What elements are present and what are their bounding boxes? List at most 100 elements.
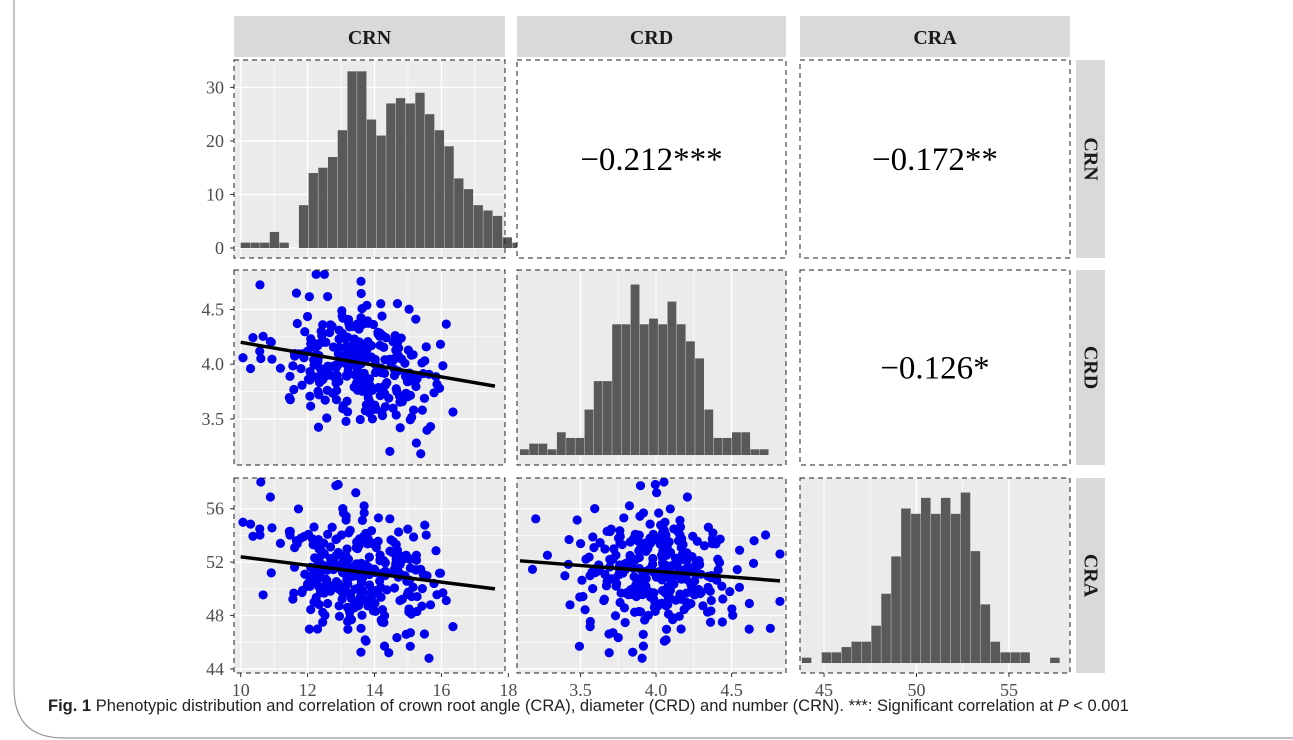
scatter-point xyxy=(267,354,277,364)
scatter-point xyxy=(370,586,380,596)
histogram-bar xyxy=(240,242,250,248)
caption-tail: < 0.001 xyxy=(1068,697,1129,715)
strip-top-crn xyxy=(234,16,505,57)
scatter-point xyxy=(304,292,314,302)
histogram-bar xyxy=(930,513,941,663)
scatter-point xyxy=(370,606,381,617)
scatter-point xyxy=(266,337,276,347)
figure-border xyxy=(13,0,1293,739)
scatter-point xyxy=(291,288,302,298)
scatter-point xyxy=(682,492,692,502)
scatter-point xyxy=(364,580,375,590)
histogram-bar xyxy=(357,71,367,249)
histogram-bar xyxy=(575,437,585,455)
scatter-point xyxy=(334,334,344,344)
scatter-point xyxy=(735,545,745,555)
scatter-point xyxy=(300,327,310,337)
x-tick-label: 55 xyxy=(1000,680,1018,700)
scatter-point xyxy=(258,331,268,341)
scatter-point xyxy=(421,530,431,540)
histogram-bar xyxy=(547,449,557,455)
histogram-bar xyxy=(269,231,280,248)
histogram-bar xyxy=(821,652,832,663)
scatter-point xyxy=(320,371,331,381)
histogram-bar xyxy=(759,449,769,455)
scatter-point xyxy=(314,390,324,400)
scatter-point xyxy=(665,504,675,514)
scatter-point xyxy=(650,479,660,490)
scatter-point xyxy=(386,535,396,545)
scatter-point xyxy=(371,543,381,553)
strip-right-crn xyxy=(1076,60,1105,258)
scatter-point xyxy=(438,361,448,371)
scatter-point xyxy=(396,551,406,562)
correlation-label: −0.212*** xyxy=(580,142,722,178)
scatter-point xyxy=(661,530,671,540)
scatter-point xyxy=(405,563,415,573)
scatter-point xyxy=(564,534,574,545)
scatter-point xyxy=(334,601,344,611)
scatter-point xyxy=(618,568,628,578)
scatter-point xyxy=(389,583,400,593)
panel-background xyxy=(800,270,1070,465)
strip-right-label-crn: CRN xyxy=(1080,137,1102,181)
scatter-point xyxy=(620,617,630,628)
scatter-point xyxy=(431,546,441,556)
scatter-point xyxy=(328,388,338,398)
scatter-point xyxy=(359,501,369,511)
scatter-point xyxy=(775,596,785,607)
scatter-point xyxy=(356,288,366,299)
scatter-point xyxy=(635,511,645,521)
scatter-point xyxy=(328,342,339,352)
scatter-point xyxy=(626,552,636,562)
scatter-point xyxy=(266,568,276,578)
histogram-bar xyxy=(1010,652,1020,663)
scatter-point xyxy=(363,534,373,544)
scatter-point xyxy=(351,488,361,498)
scatter-point xyxy=(448,622,458,632)
scatter-point xyxy=(323,361,333,371)
histogram-bar xyxy=(704,409,714,455)
scatter-point xyxy=(634,546,644,556)
scatter-point xyxy=(732,564,742,575)
scatter-point xyxy=(302,579,313,589)
scatter-point xyxy=(574,641,585,651)
panel-crd-crd xyxy=(516,269,787,466)
scatter-point xyxy=(419,629,430,639)
histogram-bar xyxy=(750,449,760,455)
scatter-point xyxy=(371,404,381,414)
y-tick-label: 4.5 xyxy=(202,299,225,319)
scatter-point xyxy=(310,568,320,578)
scatter-point xyxy=(744,624,754,634)
scatter-point xyxy=(323,529,333,539)
scatter-point xyxy=(713,565,723,575)
scatter-point xyxy=(310,536,321,546)
panel-border xyxy=(799,477,1071,674)
scatter-point xyxy=(714,557,725,568)
panel-cra-crd xyxy=(516,477,787,674)
scatter-point xyxy=(375,390,385,401)
scatter-point xyxy=(629,572,639,582)
scatter-point xyxy=(613,533,624,543)
scatter-point xyxy=(635,481,646,491)
scatter-point xyxy=(256,353,266,364)
scatter-point xyxy=(313,422,324,432)
scatter-point xyxy=(602,577,612,587)
scatter-point xyxy=(412,606,422,617)
panel-border xyxy=(233,59,506,259)
scatter-point xyxy=(718,594,728,604)
scatter-point xyxy=(411,438,421,448)
y-tick-label: 4.0 xyxy=(202,354,225,374)
scatter-point xyxy=(677,534,687,544)
scatter-point xyxy=(370,598,380,608)
panel-crn-crn xyxy=(233,59,551,259)
scatter-point xyxy=(657,586,668,596)
histogram-bar xyxy=(940,497,951,663)
histogram-bar xyxy=(990,641,1001,663)
scatter-point xyxy=(417,584,427,594)
histogram-bar xyxy=(667,301,677,455)
scatter-point xyxy=(352,544,363,554)
scatter-point xyxy=(703,582,713,592)
scatter-point xyxy=(357,515,368,525)
